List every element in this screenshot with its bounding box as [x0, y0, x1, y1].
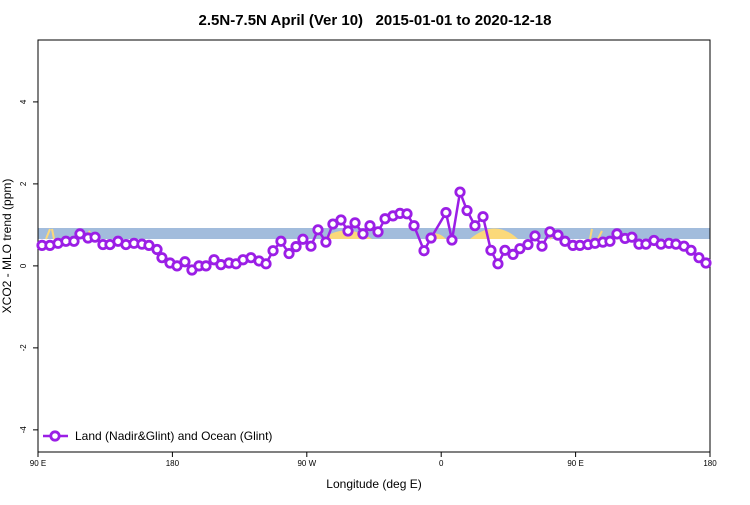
y-tick-label: -2 [19, 344, 28, 352]
data-point [536, 240, 548, 252]
x-tick-label: 180 [166, 459, 180, 468]
data-point [522, 238, 534, 251]
data-point [200, 260, 212, 272]
data-point [604, 235, 616, 247]
data-point [335, 214, 347, 226]
data-point [260, 258, 272, 270]
data-point [372, 226, 384, 238]
data-point [401, 208, 413, 220]
y-tick-label: 4 [19, 99, 28, 104]
data-point [492, 258, 504, 270]
data-point [477, 211, 489, 223]
legend-marker [49, 430, 61, 442]
data-point [283, 247, 295, 260]
x-tick-label: 90 E [30, 459, 46, 468]
x-tick-label: 0 [439, 459, 444, 468]
data-point [179, 256, 191, 268]
data-point [611, 228, 623, 240]
data-point [297, 233, 309, 245]
data-point [74, 228, 86, 240]
data-point [151, 243, 163, 256]
x-tick-label: 90 E [567, 459, 583, 468]
data-point [68, 235, 80, 247]
data-point [267, 245, 279, 257]
data-point [626, 231, 638, 243]
y-tick-label: -4 [19, 426, 28, 434]
y-axis-label: XCO2 - MLO trend (ppm) [0, 179, 14, 314]
data-point [552, 229, 564, 241]
y-tick-label: 2 [19, 181, 28, 186]
x-tick-label: 180 [703, 459, 717, 468]
data-point [312, 224, 324, 236]
data-point [469, 220, 481, 232]
data-point [275, 235, 287, 247]
data-point [693, 252, 705, 264]
data-point [143, 239, 155, 251]
data-point [425, 232, 437, 244]
data-point [446, 234, 458, 246]
data-point [685, 244, 697, 256]
data-point [89, 231, 101, 243]
chart-title: 2.5N-7.5N April (Ver 10) 2015-01-01 to 2… [199, 12, 552, 29]
data-point [499, 244, 511, 256]
data-point [327, 218, 339, 230]
legend-label: Land (Nadir&Glint) and Ocean (Glint) [75, 429, 272, 443]
data-point [440, 206, 452, 219]
data-point [529, 230, 541, 242]
data-point [408, 220, 420, 232]
data-point [700, 257, 712, 269]
data-point [418, 245, 430, 257]
data-point [485, 244, 497, 256]
data-point [156, 252, 168, 264]
data-point [342, 225, 354, 237]
data-point [364, 220, 376, 232]
data-point [461, 204, 473, 217]
data-point [290, 241, 302, 253]
y-tick-label: 0 [19, 263, 28, 268]
data-point [305, 240, 317, 252]
x-tick-label: 90 W [297, 459, 316, 468]
data-point [349, 217, 361, 229]
data-point [507, 248, 519, 261]
x-axis-label: Longitude (deg E) [326, 477, 421, 491]
data-point [514, 243, 526, 255]
data-point [357, 228, 369, 240]
data-point [320, 236, 332, 248]
data-point [454, 186, 466, 198]
